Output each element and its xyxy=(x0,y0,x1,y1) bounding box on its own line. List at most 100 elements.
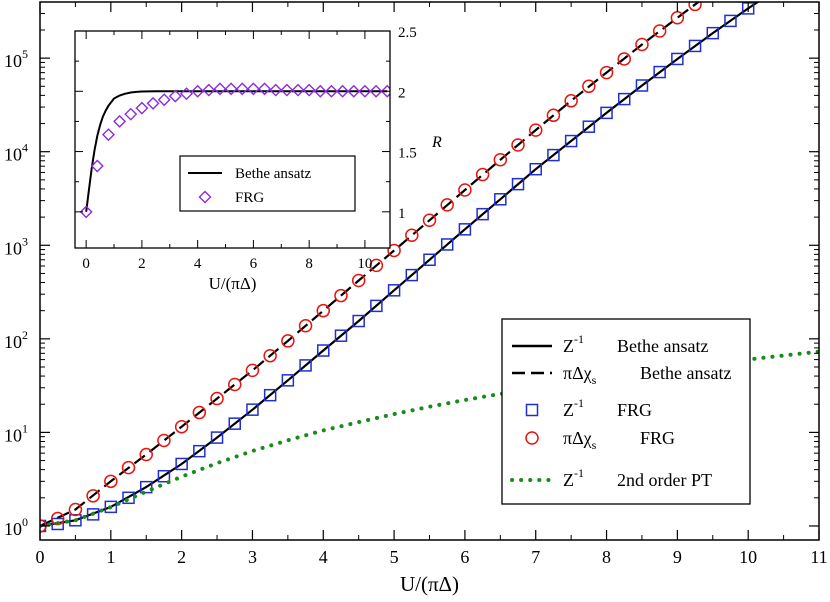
marker-square xyxy=(635,79,649,92)
inset-marker-diamond xyxy=(380,84,390,98)
marker-circle xyxy=(599,65,614,80)
marker-square xyxy=(511,177,525,191)
marker-square xyxy=(688,39,702,53)
inset-plot: 0 2 4 6 8 10 1 1.5 2 2.5 R U/(πΔ) Bethe ansatz FRG xyxy=(74,25,442,293)
y-tick-base: 10 xyxy=(4,519,22,539)
marker-square xyxy=(263,388,277,402)
inset-x-tick-label: 0 xyxy=(82,256,90,272)
inset-plot-series xyxy=(79,82,390,219)
marker-square xyxy=(440,238,454,251)
legend-symbol: πΔχs xyxy=(563,363,597,387)
marker-square xyxy=(458,223,472,236)
marker-circle xyxy=(511,138,525,152)
legend-symbol-main: πΔχ xyxy=(563,428,592,448)
inset-marker-diamond xyxy=(347,84,361,98)
inset-x-tick-label: 2 xyxy=(138,256,146,272)
marker-square xyxy=(724,14,737,28)
marker-square xyxy=(618,92,631,106)
inset-marker-diamond xyxy=(124,107,138,121)
legend-symbol-superscript: -1 xyxy=(574,396,584,410)
inset-marker-diamond xyxy=(224,82,238,96)
y-tick-exponent: 1 xyxy=(22,421,28,435)
marker-circle xyxy=(493,153,508,167)
inset-marker-diamond xyxy=(101,128,115,142)
marker-square xyxy=(600,106,613,120)
inset-marker-diamond xyxy=(213,82,227,96)
inset-marker-diamond xyxy=(302,83,316,97)
legend-swatch-square xyxy=(525,403,539,417)
x-tick-label: 9 xyxy=(673,547,682,567)
marker-square xyxy=(582,120,596,133)
marker-circle xyxy=(475,167,490,182)
inset-marker-diamond xyxy=(113,114,127,128)
y-tick-label: 104 xyxy=(4,141,28,165)
marker-circle xyxy=(334,288,348,303)
legend-symbol-main: Z xyxy=(563,470,574,490)
marker-square xyxy=(246,403,259,416)
legend-symbol-subscript: s xyxy=(592,373,597,387)
inset-marker-diamond xyxy=(235,82,249,96)
inset-marker-diamond xyxy=(246,82,260,96)
marker-square xyxy=(299,359,312,372)
marker-square xyxy=(317,344,330,357)
legend-box xyxy=(501,318,751,505)
legend-description: 2nd order PT xyxy=(617,470,712,490)
inset-marker-diamond xyxy=(146,96,160,110)
marker-square xyxy=(494,193,507,206)
marker-square xyxy=(139,480,153,494)
inset-legend: Bethe ansatz FRG xyxy=(179,155,356,212)
y-tick-exponent: 4 xyxy=(22,141,28,155)
y-tick-exponent: 5 xyxy=(22,47,28,61)
x-tick-label: 10 xyxy=(739,547,757,567)
y-tick-label: 103 xyxy=(4,234,28,258)
inset-marker-diamond xyxy=(324,84,338,98)
marker-square xyxy=(370,299,383,313)
y-tick-base: 10 xyxy=(4,238,22,258)
inset-marker-diamond xyxy=(358,84,372,98)
y-tick-base: 10 xyxy=(4,145,22,165)
marker-circle xyxy=(86,489,100,503)
marker-square xyxy=(193,444,206,458)
y-tick-exponent: 2 xyxy=(22,328,28,342)
x-tick-label: 3 xyxy=(248,547,257,567)
y-tick-exponent: 0 xyxy=(22,515,28,529)
legend-symbol-main: πΔχ xyxy=(563,363,592,383)
y-tick-label: 102 xyxy=(4,328,28,352)
inset-y-tick-label: 1 xyxy=(398,206,406,222)
legend-symbol-superscript: -1 xyxy=(574,466,584,480)
x-axis-label: U/(πΔ) xyxy=(400,572,459,596)
marker-square xyxy=(175,457,188,471)
inset-frame xyxy=(74,30,391,249)
legend-symbol-superscript: -1 xyxy=(574,332,584,346)
legend-symbol-main: Z xyxy=(563,336,574,356)
marker-circle xyxy=(281,334,295,348)
y-tick-exponent: 3 xyxy=(22,234,28,248)
inset-legend-label: Bethe ansatz xyxy=(235,166,312,182)
marker-circle xyxy=(369,258,384,273)
marker-square xyxy=(405,268,419,282)
inset-marker-diamond xyxy=(291,83,305,97)
marker-circle xyxy=(139,447,153,462)
marker-square xyxy=(423,253,436,267)
inset-background xyxy=(75,31,390,248)
marker-circle xyxy=(582,79,596,94)
inset-legend-swatch-diamond xyxy=(198,190,212,204)
marker-circle xyxy=(104,474,118,489)
y-tick-base: 10 xyxy=(4,332,22,352)
x-tick-label: 11 xyxy=(810,547,827,567)
marker-circle xyxy=(652,24,667,38)
marker-square xyxy=(210,431,224,444)
inset-marker-diamond xyxy=(168,89,182,103)
legend-symbol-main: Z xyxy=(563,400,574,420)
marker-circle xyxy=(245,363,260,378)
inset-x-axis-label: U/(πΔ) xyxy=(209,274,257,293)
inset-marker-diamond xyxy=(313,84,327,98)
inset-marker-diamond xyxy=(258,82,272,96)
legend-symbol: πΔχs xyxy=(563,428,597,452)
inset-marker-diamond xyxy=(369,84,383,98)
marker-circle xyxy=(228,377,242,392)
marker-circle xyxy=(68,502,83,517)
